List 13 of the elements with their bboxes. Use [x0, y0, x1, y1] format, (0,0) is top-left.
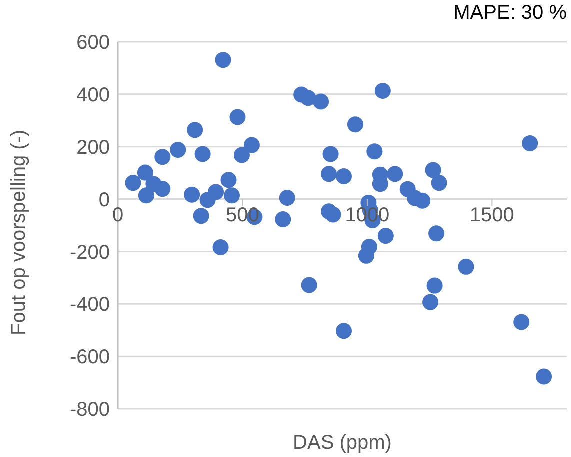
- y-tick-label: 400: [76, 84, 110, 107]
- y-axis-title: Fout op voorspelling (-): [8, 130, 30, 336]
- x-axis-title: DAS (ppm): [293, 432, 392, 454]
- y-tick-label: -600: [70, 346, 110, 369]
- x-tick-label: 0: [112, 204, 124, 226]
- y-tick-label: 0: [98, 189, 110, 212]
- y-tick-label: -400: [70, 294, 110, 316]
- y-tick-label: -200: [70, 242, 110, 264]
- y-tick-label: -800: [70, 399, 110, 422]
- text: MAPE: 30 %: [454, 2, 567, 25]
- y-tick-label: 600: [76, 32, 110, 54]
- x-tick-label: 1500: [470, 204, 514, 226]
- y-tick-label: 200: [76, 136, 110, 159]
